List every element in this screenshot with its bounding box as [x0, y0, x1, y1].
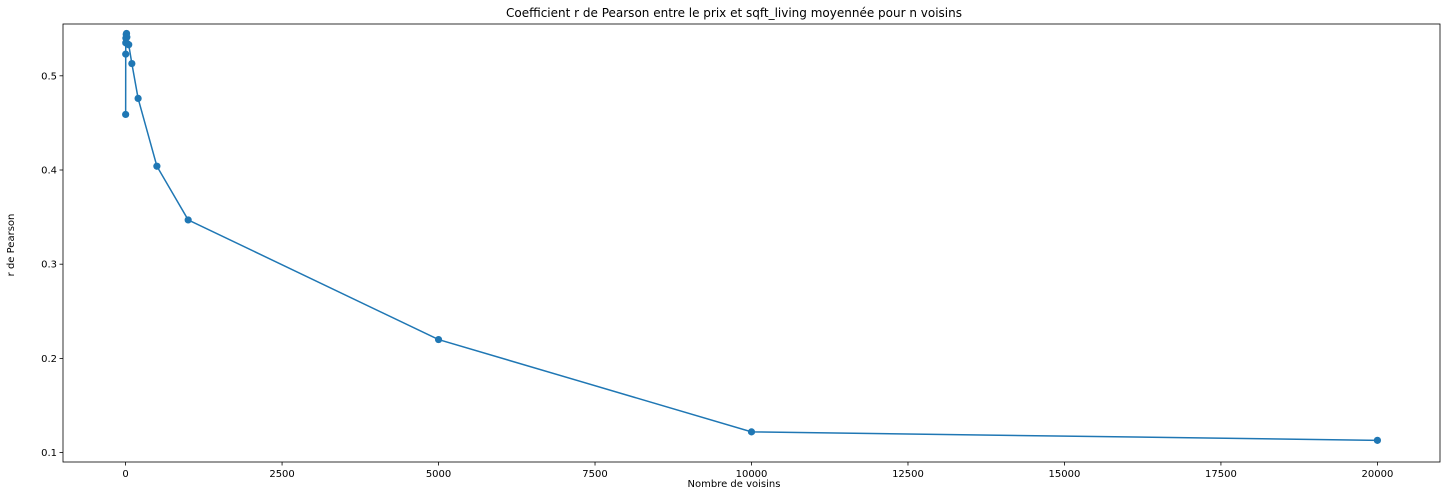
- x-tick-label: 7500: [582, 469, 607, 480]
- x-axis-ticks: 0 2500 5000 7500 10000 12500 15000 17500 20000: [122, 462, 1393, 480]
- y-tick-label: 0.2: [41, 354, 57, 365]
- x-axis-label: Nombre de voisins: [688, 479, 781, 490]
- data-point: [123, 33, 131, 41]
- y-tick-label: 0.5: [41, 71, 57, 82]
- x-tick-label: 10000: [736, 469, 768, 480]
- x-tick-label: 5000: [426, 469, 451, 480]
- data-point: [434, 335, 443, 344]
- y-tick-label: 0.1: [41, 448, 57, 459]
- y-tick-label: 0.4: [41, 166, 57, 177]
- x-tick-label: 0: [122, 469, 128, 480]
- x-tick-label: 2500: [269, 469, 294, 480]
- data-point: [122, 50, 130, 58]
- plot-area: 0 2500 5000 7500 10000 12500 15000 17500 20000 0…: [41, 23, 1441, 480]
- data-point: [122, 110, 130, 119]
- series-points: [122, 29, 1382, 444]
- y-tick-label: 0.3: [41, 260, 57, 271]
- data-point: [134, 94, 142, 103]
- x-tick-label: 17500: [1205, 469, 1237, 480]
- x-tick-label: 15000: [1049, 469, 1081, 480]
- chart-title: Coefficient r de Pearson entre le prix e…: [506, 6, 962, 20]
- x-tick-label: 12500: [892, 469, 924, 480]
- data-point: [153, 162, 161, 170]
- data-point: [128, 59, 136, 68]
- data-point: [125, 41, 133, 49]
- y-axis-ticks: 0.1 0.2 0.3 0.4 0.5: [41, 71, 63, 459]
- plot-frame: [62, 23, 1441, 463]
- plot-background: [63, 24, 1440, 462]
- data-point: [747, 428, 756, 436]
- data-point: [1373, 436, 1382, 444]
- x-tick-label: 20000: [1362, 469, 1394, 480]
- data-point: [184, 216, 192, 224]
- y-axis-label: r de Pearson: [6, 214, 17, 277]
